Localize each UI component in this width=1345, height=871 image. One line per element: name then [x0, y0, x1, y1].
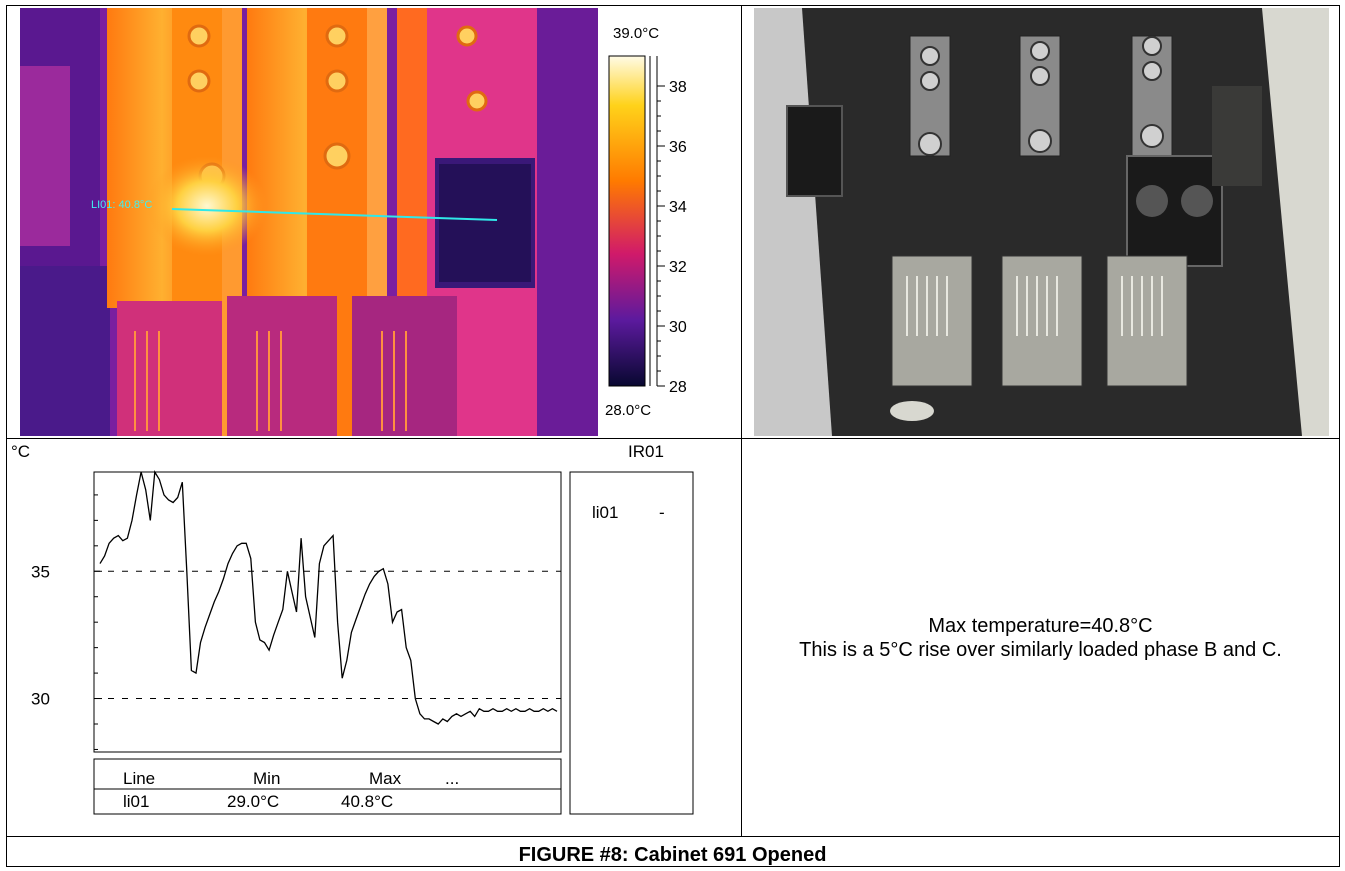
scale-tick-30: 30 — [669, 319, 687, 336]
legend-value: - — [659, 503, 665, 522]
grid-divider-middle — [6, 438, 1340, 439]
grid-border-right — [1339, 5, 1340, 867]
stats-table — [93, 758, 562, 815]
legend-box — [569, 471, 694, 815]
scale-tick-32: 32 — [669, 259, 687, 276]
scale-max-label: 39.0°C — [613, 25, 659, 42]
y-axis-ticks — [94, 494, 102, 750]
figure-caption: FIGURE #8: Cabinet 691 Opened — [518, 844, 827, 866]
chart-image-id: IR01 — [628, 442, 664, 461]
plot-frame — [93, 471, 562, 753]
switchgear-photo-icon — [754, 8, 1329, 436]
series-line-li01 — [99, 469, 558, 725]
table-header-min: Min — [253, 769, 280, 788]
summary-max-temperature: Max temperature=40.8°C — [928, 615, 1153, 637]
grid-border-top — [6, 5, 1340, 6]
scale-tick-34: 34 — [669, 199, 687, 216]
grid-border-left — [6, 5, 7, 867]
legend-entry: li01 — [592, 503, 618, 522]
thermal-image-panel: LI01: 40.8°C 39.0°C 28.0°C 38 36 34 32 3… — [7, 6, 741, 438]
y-tick-label-35: 35 — [31, 562, 50, 581]
table-cell-min: 29.0°C — [227, 792, 279, 811]
color-scale-bar — [608, 55, 646, 387]
scale-tick-36: 36 — [669, 139, 687, 156]
grid-divider-vertical — [741, 5, 742, 837]
thermal-image: LI01: 40.8°C 39.0°C 28.0°C 38 36 34 32 3… — [20, 8, 741, 436]
scale-tick-38: 38 — [669, 79, 687, 96]
table-cell-max: 40.8°C — [341, 792, 393, 811]
table-cell-line: li01 — [123, 792, 149, 811]
table-header-line: Line — [123, 769, 155, 788]
summary-text: Max temperature=40.8°C This is a 5°C ris… — [742, 440, 1339, 836]
chart-unit-label: °C — [11, 442, 30, 461]
summary-rise-note: This is a 5°C rise over similarly loaded… — [799, 639, 1282, 661]
line-tool-label: LI01: 40.8°C — [91, 199, 152, 211]
grid-border-bottom — [6, 866, 1340, 867]
table-header-max: Max — [369, 769, 402, 788]
grid-divider-caption — [6, 836, 1340, 837]
profile-chart-panel: °C IR01 35 30 Line Min Max ... li01 29.0… — [7, 439, 741, 836]
scale-min-label: 28.0°C — [605, 402, 651, 419]
visual-photo-panel — [742, 6, 1339, 438]
line-tool — [171, 208, 498, 221]
line-profile-chart: °C IR01 35 30 Line Min Max ... li01 29.0… — [11, 442, 694, 815]
table-header-more: ... — [445, 769, 459, 788]
y-tick-label-30: 30 — [31, 690, 50, 709]
scale-tick-28: 28 — [669, 379, 687, 396]
